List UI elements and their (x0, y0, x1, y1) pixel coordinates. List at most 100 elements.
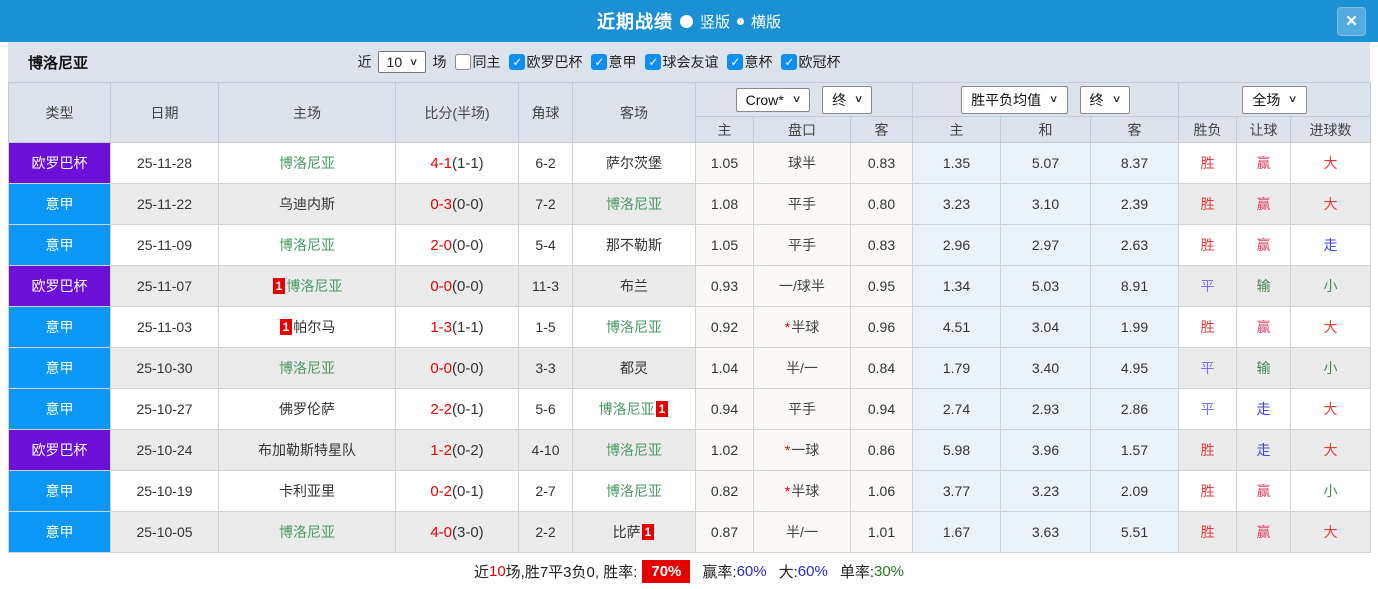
result-goals-cell: 小 (1289, 265, 1372, 307)
filter-option-label: 球会友谊 (662, 54, 719, 70)
home-team-cell: 卡利亚里 (218, 470, 396, 512)
avg-home-cell: 1.35 (912, 142, 1001, 184)
scope-select[interactable]: 全场 ∨ (1242, 85, 1307, 114)
avg-home-cell: 4.51 (912, 306, 1001, 348)
red-card-badge: 1 (272, 278, 286, 294)
match-row: 意甲 25-10-30 博洛尼亚 0-0(0-0) 3-3 都灵 1.04 半/一 0.84 1.… (8, 347, 1372, 389)
filter-option-label: 欧罗巴杯 (526, 54, 583, 70)
layout-vertical-label[interactable]: 竖版 (699, 13, 730, 31)
odds-away-cell: 0.83 (850, 224, 913, 266)
home-team-cell: 1 博洛尼亚 (218, 265, 396, 307)
match-row: 欧罗巴杯 25-11-07 1 博洛尼亚 0-0(0-0) 11-3 布兰 0.93 一/球半 0… (8, 265, 1372, 307)
checkbox-checked-icon[interactable]: ✓ (727, 54, 744, 70)
result-goals-cell: 小 (1289, 347, 1372, 389)
odds-home-cell: 1.05 (695, 224, 754, 266)
handicap-cell: 球半 (753, 142, 851, 184)
star-icon: * (784, 442, 791, 458)
layout-horizontal-label[interactable]: 横版 (751, 13, 782, 31)
score-cell: 0-0(0-0) (395, 265, 519, 307)
half-score: (0-2) (452, 441, 484, 459)
result-handicap-cell: 输 (1236, 347, 1291, 389)
checkbox-checked-icon[interactable]: ✓ (645, 54, 662, 70)
sub-col-header: 主 (912, 116, 1001, 143)
match-row: 欧罗巴杯 25-10-24 布加勒斯特星队 1-2(0-2) 4-10 博洛尼亚 1.02 *… (8, 429, 1372, 471)
half-score: (0-0) (452, 359, 484, 377)
filter-option-label: 欧冠杯 (798, 54, 841, 70)
handicap-text: 半球 (791, 483, 820, 499)
filter-option-label: 意杯 (744, 54, 773, 70)
away-team-cell: 博洛尼亚 (572, 183, 696, 225)
team-name-text: 乌迪内斯 (279, 196, 335, 212)
scope-value: 全场 (1252, 91, 1281, 108)
avg-type-select[interactable]: 胜平负均值 ∨ (961, 85, 1068, 114)
result-wdl-cell: 胜 (1178, 183, 1237, 225)
checkbox-checked-icon[interactable]: ✓ (509, 54, 526, 70)
handicap-cell: *一球 (753, 429, 851, 471)
handicap-cell: 平手 (753, 183, 851, 225)
half-score: (3-0) (452, 523, 484, 541)
odds-time-select[interactable]: 终 ∨ (822, 85, 873, 114)
league-cell: 意甲 (8, 347, 111, 389)
sub-col-header: 进球数 (1289, 116, 1372, 143)
avg-away-cell: 2.86 (1090, 388, 1179, 430)
recent-count-value: 10 (386, 54, 403, 70)
win-rate-badge: 70% (642, 559, 691, 583)
odds-home-cell: 0.87 (695, 511, 754, 553)
team-name-text: 帕尔马 (293, 319, 336, 335)
home-team-cell: 乌迪内斯 (218, 183, 396, 225)
home-team-cell: 1 帕尔马 (218, 306, 396, 348)
handicap-cell: 半/一 (753, 347, 851, 389)
odds-time-value: 终 (832, 91, 847, 108)
odds-home-cell: 0.93 (695, 265, 754, 307)
dialog-header: 近期战绩 竖版 横版 × (0, 0, 1378, 42)
odds-away-cell: 1.01 (850, 511, 913, 553)
result-wdl-cell: 平 (1178, 388, 1237, 430)
avg-draw-cell: 3.40 (1000, 347, 1091, 389)
result-handicap-cell: 赢 (1236, 470, 1291, 512)
odds-away-cell: 0.80 (850, 183, 913, 225)
checkbox-unchecked-icon[interactable] (455, 54, 472, 70)
handicap-text: 半/一 (786, 524, 818, 540)
home-team-cell: 博洛尼亚 (218, 511, 396, 553)
score-cell: 4-1(1-1) (395, 142, 519, 184)
recent-count-select[interactable]: 10 ∨ (377, 51, 427, 73)
sub-col-header: 和 (1000, 116, 1091, 143)
team-name-text: 博洛尼亚 (606, 319, 662, 335)
filter-option-label: 同主 (472, 54, 501, 70)
handicap-cell: 一/球半 (753, 265, 851, 307)
layout-radio-horizontal-unselected[interactable] (737, 17, 744, 25)
filter-bar: 博洛尼亚 近 10 ∨ 场 同主 ✓ 欧罗巴杯 ✓ 意甲 ✓ 球会友谊 ✓ 意杯 ✓ 欧冠杯 (8, 42, 1370, 82)
avg-home-cell: 2.96 (912, 224, 1001, 266)
date-cell: 25-10-27 (110, 388, 219, 430)
avg-away-cell: 2.39 (1090, 183, 1179, 225)
half-score: (1-1) (452, 318, 484, 336)
home-team-cell: 布加勒斯特星队 (218, 429, 396, 471)
team-name-text: 都灵 (620, 360, 648, 376)
score-cell: 1-2(0-2) (395, 429, 519, 471)
summary-text: 60% (736, 562, 767, 580)
team-name: 博洛尼亚 (28, 54, 89, 72)
score-cell: 1-3(1-1) (395, 306, 519, 348)
half-score: (1-1) (452, 154, 484, 172)
date-cell: 25-10-19 (110, 470, 219, 512)
team-name-text: 布兰 (620, 278, 648, 294)
col-header-home: 主场 (218, 82, 396, 143)
avg-time-select[interactable]: 终 ∨ (1079, 85, 1130, 114)
result-wdl-cell: 平 (1178, 265, 1237, 307)
full-score: 1-2 (430, 441, 452, 459)
match-row: 欧罗巴杯 25-11-28 博洛尼亚 4-1(1-1) 6-2 萨尔茨堡 1.05 球半 0.8… (8, 142, 1372, 184)
layout-radio-vertical-selected[interactable] (679, 14, 693, 28)
full-score: 0-0 (430, 359, 452, 377)
team-name-text: 卡利亚里 (279, 483, 335, 499)
match-row: 意甲 25-10-27 佛罗伦萨 2-2(0-1) 5-6 博洛尼亚 1 0.94 平手 0.94… (8, 388, 1372, 430)
chevron-down-icon: ∨ (1111, 94, 1121, 105)
odds-home-cell: 1.02 (695, 429, 754, 471)
handicap-cell: 平手 (753, 388, 851, 430)
odds-away-cell: 0.83 (850, 142, 913, 184)
checkbox-checked-icon[interactable]: ✓ (781, 54, 798, 70)
odds-company-select[interactable]: Crow* ∨ (735, 87, 811, 112)
summary-bar: 近 10 场,胜7平3负0, 胜率: 70% 赢率: 60% 大: 60% 单率: 30% (0, 553, 1378, 589)
close-icon: × (1345, 11, 1358, 32)
checkbox-checked-icon[interactable]: ✓ (591, 54, 608, 70)
close-button[interactable]: × (1337, 7, 1366, 36)
